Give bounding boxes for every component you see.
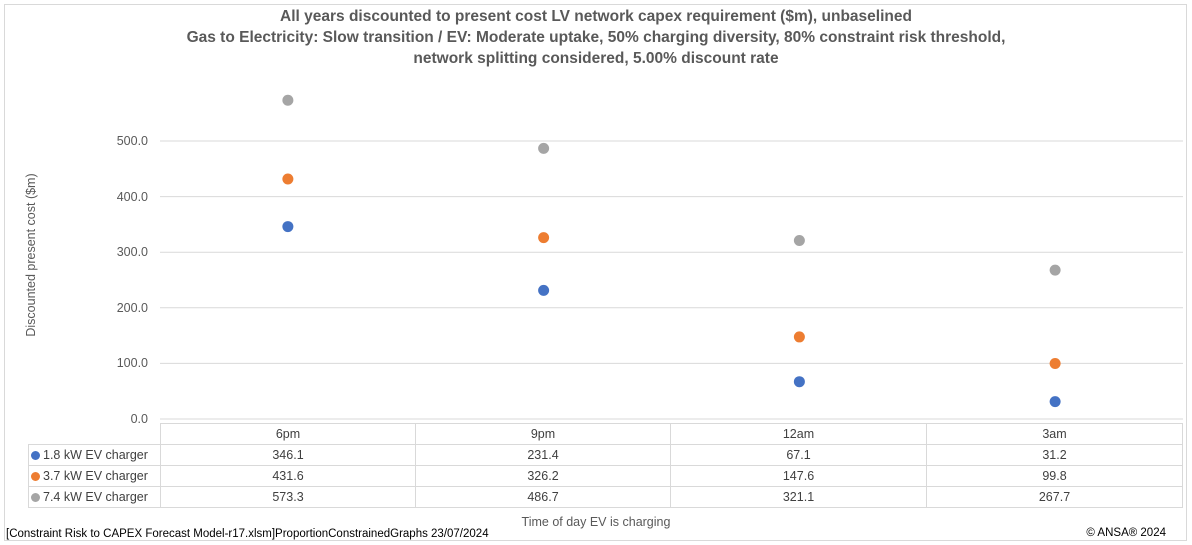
data-label: 346.1: [160, 444, 416, 466]
data-label: 99.8: [926, 465, 1183, 487]
data-label: 67.1: [670, 444, 927, 466]
data-point: [538, 142, 550, 154]
series-legend-cell: 7.4 kW EV charger: [28, 486, 161, 508]
y-tick-label: 500.0: [116, 134, 148, 148]
series-name: 7.4 kW EV charger: [43, 490, 148, 504]
category-label: 6pm: [160, 423, 416, 445]
data-table: 6pm 9pm 12am 3am 1.8 kW EV charger 346.1…: [28, 423, 1183, 508]
x-axis-label: Time of day EV is charging: [521, 515, 671, 529]
data-label: 326.2: [415, 465, 671, 487]
data-point: [538, 232, 550, 244]
data-table-row: 1.8 kW EV charger 346.1 231.4 67.1 31.2: [28, 444, 1183, 466]
data-point: [793, 331, 805, 343]
chart-title-line-3: network splitting considered, 5.00% disc…: [413, 50, 779, 67]
series-legend-cell: 1.8 kW EV charger: [28, 444, 161, 466]
chart-title-line-2: Gas to Electricity: Slow transition / EV…: [186, 29, 1006, 46]
chart-title: All years discounted to present cost LV …: [0, 6, 1192, 69]
chart-title-line-1: All years discounted to present cost LV …: [280, 8, 912, 25]
data-label: 431.6: [160, 465, 416, 487]
data-label: 321.1: [670, 486, 927, 508]
data-point: [1049, 358, 1061, 370]
data-label: 486.7: [415, 486, 671, 508]
y-tick-label: 400.0: [116, 190, 148, 204]
data-point: [282, 94, 294, 106]
data-point: [282, 173, 294, 185]
data-point: [282, 221, 294, 233]
data-label: 31.2: [926, 444, 1183, 466]
data-point: [1049, 396, 1061, 408]
data-table-row: 3.7 kW EV charger 431.6 326.2 147.6 99.8: [28, 465, 1183, 487]
category-label: 3am: [926, 423, 1183, 445]
series-name: 3.7 kW EV charger: [43, 469, 148, 483]
data-label: 573.3: [160, 486, 416, 508]
data-table-header-row: 6pm 9pm 12am 3am: [28, 423, 1183, 445]
data-point: [793, 376, 805, 388]
series-name: 1.8 kW EV charger: [43, 448, 148, 462]
series-marker-icon: [31, 451, 40, 460]
data-point: [538, 284, 550, 296]
data-label: 267.7: [926, 486, 1183, 508]
data-table-corner: [28, 423, 161, 445]
category-label: 12am: [670, 423, 927, 445]
y-tick-label: 0.0: [130, 412, 148, 426]
y-tick-label: 300.0: [116, 245, 148, 259]
series-legend-cell: 3.7 kW EV charger: [28, 465, 161, 487]
y-tick-label: 100.0: [116, 356, 148, 370]
chart-frame: [4, 4, 1187, 541]
source-footnote: [Constraint Risk to CAPEX Forecast Model…: [6, 528, 489, 540]
data-point: [793, 234, 805, 246]
series-marker-icon: [31, 472, 40, 481]
data-table-row: 7.4 kW EV charger 573.3 486.7 321.1 267.…: [28, 486, 1183, 508]
data-point: [1049, 264, 1061, 276]
y-tick-label: 200.0: [116, 301, 148, 315]
category-label: 9pm: [415, 423, 671, 445]
data-label: 231.4: [415, 444, 671, 466]
copyright-notice: © ANSA® 2024: [1086, 527, 1166, 539]
data-label: 147.6: [670, 465, 927, 487]
series-marker-icon: [31, 493, 40, 502]
